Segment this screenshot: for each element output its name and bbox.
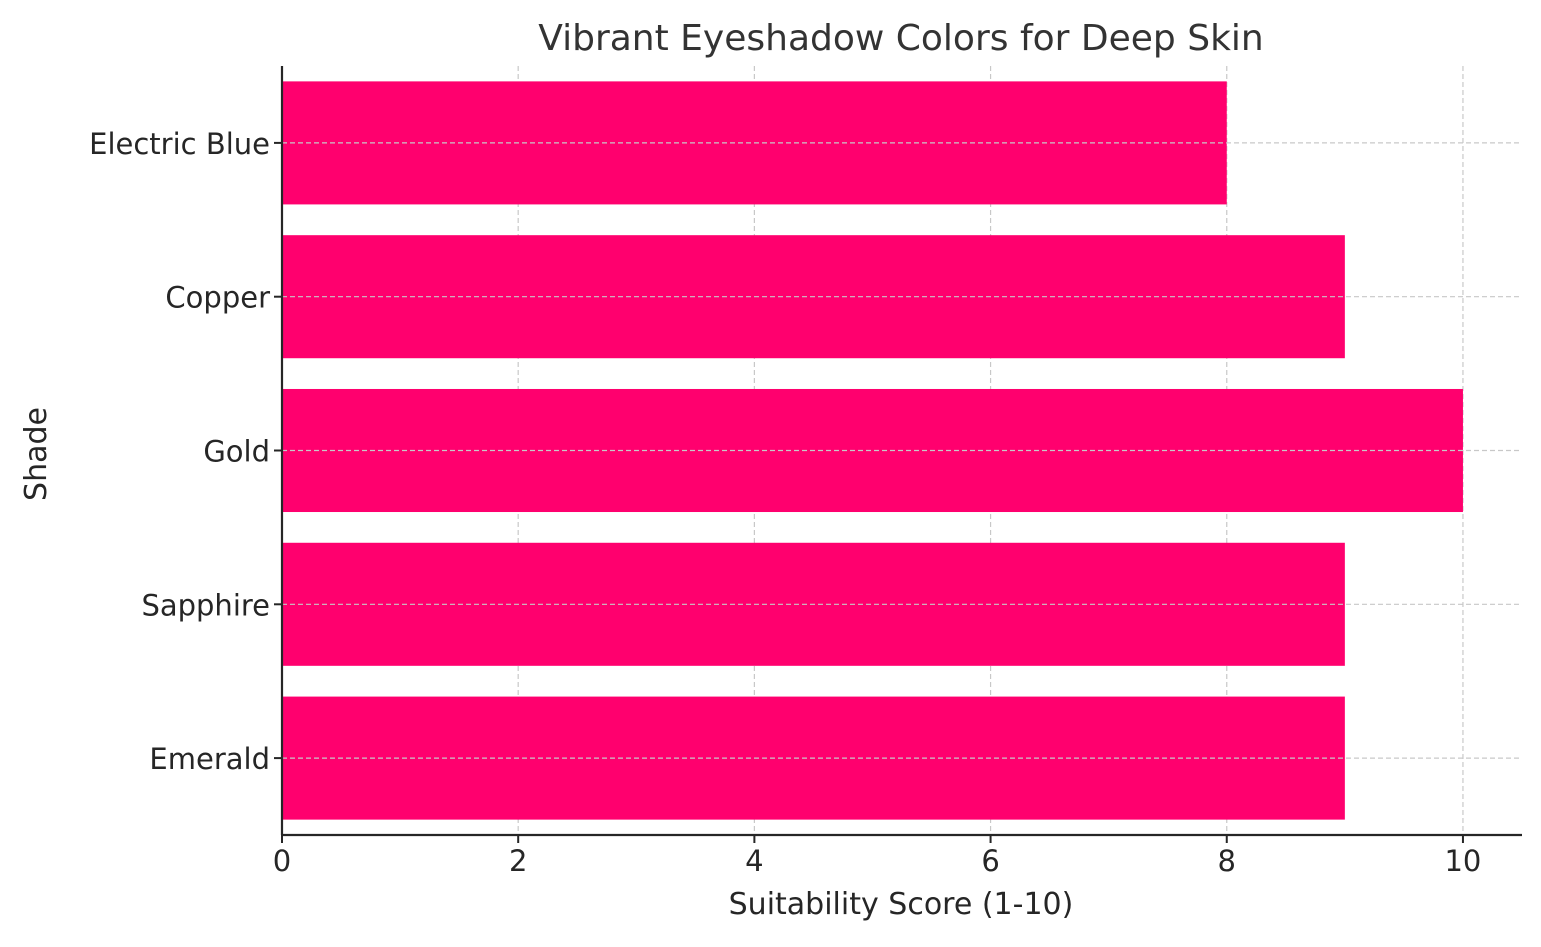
x-tick-label: 6 — [981, 844, 999, 878]
x-tick-label: 10 — [1444, 844, 1481, 878]
y-tick-label: Gold — [203, 435, 270, 469]
x-tick-label: 2 — [509, 844, 527, 878]
chart-title: Vibrant Eyeshadow Colors for Deep Skin — [538, 18, 1263, 59]
x-axis-label: Suitability Score (1-10) — [729, 887, 1074, 922]
y-tick-label: Electric Blue — [89, 127, 270, 161]
ticks: 0 2 4 6 8 10 Emerald Sapphire Gold Copper Electric… — [89, 127, 1481, 878]
y-tick-label: Emerald — [149, 742, 270, 776]
y-tick-label: Sapphire — [141, 588, 270, 622]
y-tick-label: Copper — [165, 281, 270, 315]
y-axis-label: Shade — [19, 407, 54, 501]
x-tick-label: 4 — [745, 844, 763, 878]
x-tick-label: 0 — [273, 844, 291, 878]
x-tick-label: 8 — [1218, 844, 1236, 878]
